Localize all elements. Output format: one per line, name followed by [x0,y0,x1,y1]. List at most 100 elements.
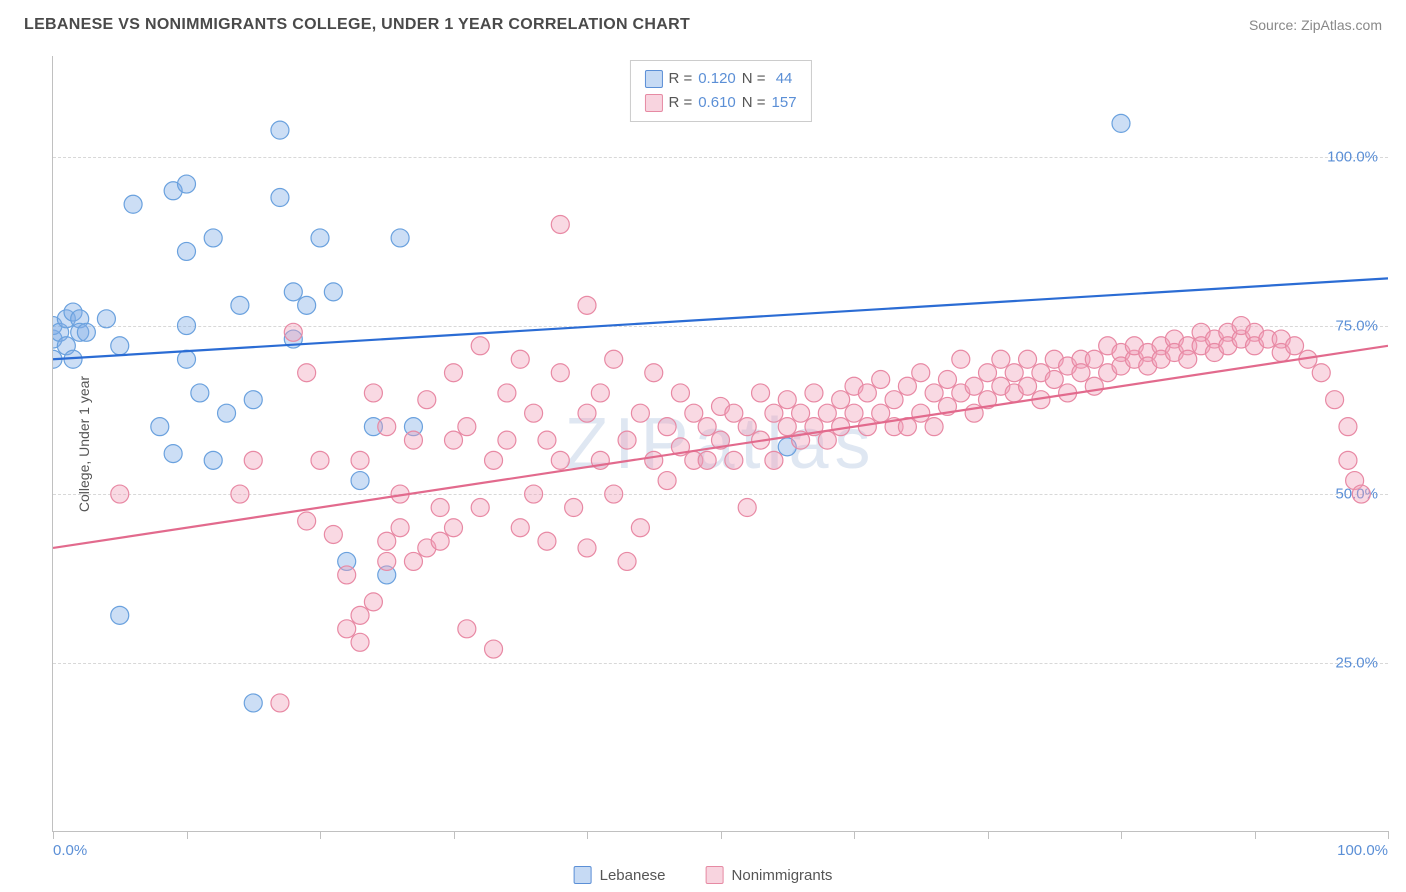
data-point [778,418,796,436]
data-point [618,431,636,449]
data-point [458,418,476,436]
data-point [645,364,663,382]
data-point [178,242,196,260]
data-point [591,384,609,402]
data-point [178,175,196,193]
data-point [471,499,489,517]
data-point [725,404,743,422]
x-tick [1121,831,1122,839]
data-point [658,418,676,436]
data-point [204,451,222,469]
data-point [1286,337,1304,355]
data-point [605,350,623,368]
data-point [1085,377,1103,395]
data-point [725,451,743,469]
data-point [351,472,369,490]
scatter-svg [53,56,1388,831]
data-point [391,519,409,537]
data-point [378,532,396,550]
data-point [618,552,636,570]
data-point [298,512,316,530]
legend-swatch [644,70,662,88]
data-point [658,472,676,490]
data-point [631,519,649,537]
data-point [1339,418,1357,436]
trend-line [53,346,1388,548]
data-point [538,431,556,449]
data-point [97,310,115,328]
legend-swatch [706,866,724,884]
data-point [218,404,236,422]
data-point [284,283,302,301]
chart-title: LEBANESE VS NONIMMIGRANTS COLLEGE, UNDER… [24,16,690,34]
data-point [752,384,770,402]
data-point [271,694,289,712]
data-point [578,404,596,422]
data-point [845,404,863,422]
data-point [231,296,249,314]
data-point [338,620,356,638]
legend-series: Lebanese Nonimmigrants [574,866,833,884]
data-point [525,485,543,503]
x-tick [1255,831,1256,839]
data-point [1339,451,1357,469]
data-point [872,370,890,388]
data-point [178,317,196,335]
data-point [445,364,463,382]
data-point [351,451,369,469]
data-point [765,451,783,469]
legend-item: Lebanese [574,866,666,884]
legend-item: Nonimmigrants [706,866,833,884]
data-point [151,418,169,436]
data-point [912,404,930,422]
data-point [912,364,930,382]
data-point [698,451,716,469]
data-point [284,323,302,341]
data-point [391,229,409,247]
legend-r-value: 0.120 [698,67,736,91]
data-point [1312,364,1330,382]
data-point [818,404,836,422]
data-point [805,384,823,402]
x-tick [1388,831,1389,839]
data-point [404,431,422,449]
data-point [738,418,756,436]
data-point [111,606,129,624]
data-point [578,539,596,557]
data-point [485,451,503,469]
data-point [778,391,796,409]
data-point [1019,350,1037,368]
data-point [178,350,196,368]
data-point [1352,485,1370,503]
data-point [124,195,142,213]
data-point [364,384,382,402]
legend-swatch [574,866,592,884]
data-point [792,404,810,422]
x-tick-label: 100.0% [1337,842,1388,859]
data-point [378,552,396,570]
data-point [565,499,583,517]
source-label: Source: ZipAtlas.com [1249,17,1382,33]
x-tick [587,831,588,839]
data-point [671,384,689,402]
data-point [498,384,516,402]
x-tick [988,831,989,839]
data-point [538,532,556,550]
legend-r-label: R = [668,67,692,91]
data-point [898,377,916,395]
data-point [525,404,543,422]
legend-stats: R = 0.120 N = 44R = 0.610 N = 157 [629,60,811,122]
data-point [551,215,569,233]
data-point [111,337,129,355]
data-point [324,283,342,301]
x-tick [320,831,321,839]
data-point [685,404,703,422]
data-point [938,370,956,388]
data-point [765,404,783,422]
data-point [364,593,382,611]
data-point [244,451,262,469]
data-point [1085,350,1103,368]
legend-n-value: 157 [772,91,797,115]
legend-r-value: 0.610 [698,91,736,115]
data-point [1072,364,1090,382]
